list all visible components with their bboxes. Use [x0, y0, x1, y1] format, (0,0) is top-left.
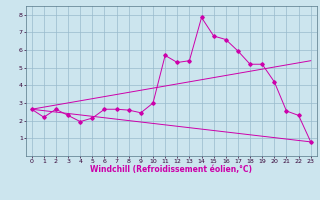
X-axis label: Windchill (Refroidissement éolien,°C): Windchill (Refroidissement éolien,°C) [90, 165, 252, 174]
